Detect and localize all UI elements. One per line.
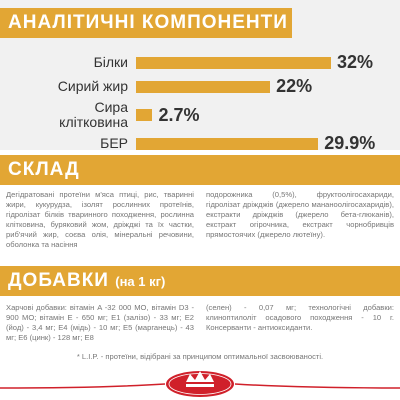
category-label: Сирий жир [57,78,128,94]
value-label: 2.7% [158,104,200,125]
value-label: 32% [337,52,374,72]
chart: Білки 32% Сирий жир 22% Сира клітковина 2.7% Б… [0,52,400,157]
additives-header: ДОБАВКИ (на 1 кг) [0,266,400,296]
category-label: Білки [93,54,128,70]
category-label: БЕР [100,135,128,151]
category-label: Сира клітковина [59,99,128,130]
logo [0,371,400,397]
bar [136,56,331,69]
bar [136,109,153,121]
value-label: 29.9% [324,133,376,153]
chart-row: БЕР 29.9% [0,133,400,154]
composition-title: СКЛАД [0,155,400,185]
value-label: 22% [276,76,313,96]
composition-text: Дегідратовані протеїни м'яса птиці, рис,… [6,190,194,249]
composition-text: подорожника (0,5%), фруктоолігосахариди,… [206,190,394,239]
bar [136,80,271,93]
chart-title: АНАЛІТИЧНІ КОМПОНЕНТИ [0,8,292,38]
bar [136,137,319,150]
chart-row: Білки 32% [0,52,400,73]
chart-row: Сирий жир 22% [0,76,400,97]
additives-subtitle: (на 1 кг) [115,274,166,289]
footnote: * L.I.P. - протеїни, відібрані за принци… [76,352,324,361]
additives-text: (селен) - 0,07 мг; технологічні добавки:… [206,303,394,332]
additives-text: Харчові добавки: вітамін A -32 000 МО, в… [6,303,194,342]
additives-title: ДОБАВКИ [8,270,109,291]
chart-row: Сира клітковина 2.7% [0,100,400,130]
